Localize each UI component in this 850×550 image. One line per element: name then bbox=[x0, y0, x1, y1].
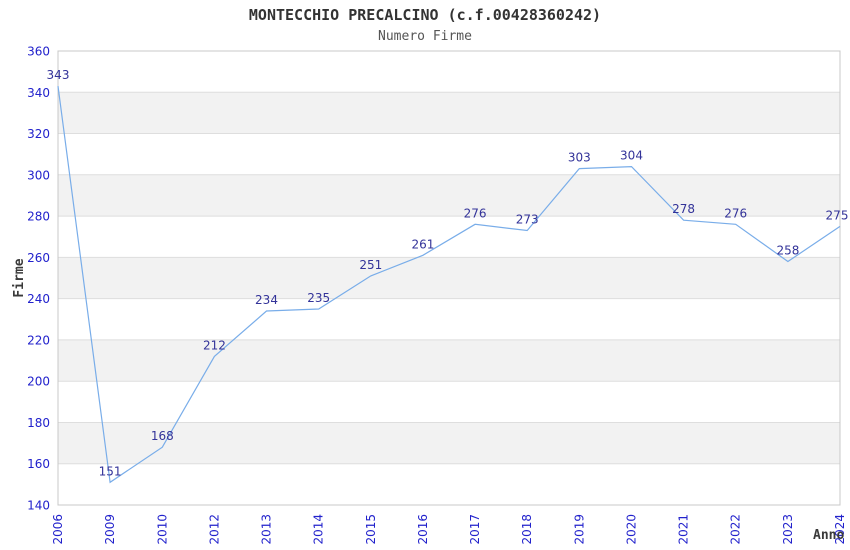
y-tick-label: 300 bbox=[27, 168, 50, 182]
y-tick-label: 220 bbox=[27, 333, 50, 347]
data-point-label: 303 bbox=[568, 151, 591, 165]
y-tick-label: 280 bbox=[27, 210, 50, 224]
data-point-label: 275 bbox=[826, 208, 849, 222]
x-tick-label: 2010 bbox=[155, 514, 169, 545]
x-tick-label: 2021 bbox=[677, 514, 691, 545]
data-point-label: 258 bbox=[776, 244, 799, 258]
data-point-label: 251 bbox=[359, 258, 382, 272]
data-point-label: 212 bbox=[203, 338, 226, 352]
y-tick-label: 260 bbox=[27, 251, 50, 265]
chart-subtitle: Numero Firme bbox=[378, 29, 472, 44]
x-tick-label: 2019 bbox=[572, 514, 586, 545]
grid-band bbox=[58, 174, 840, 217]
grid-band bbox=[58, 339, 840, 382]
data-point-label: 304 bbox=[620, 149, 643, 163]
plot-border bbox=[57, 50, 841, 506]
grid-band bbox=[58, 257, 840, 299]
x-tick-label: 2022 bbox=[729, 514, 743, 545]
x-tick-label: 2006 bbox=[51, 514, 65, 545]
data-point-label: 273 bbox=[516, 213, 539, 227]
x-tick-label: 2014 bbox=[312, 514, 326, 545]
y-tick-label: 360 bbox=[27, 45, 50, 59]
y-tick-label: 160 bbox=[27, 457, 50, 471]
x-tick-label: 2009 bbox=[103, 514, 117, 545]
y-tick-label: 200 bbox=[27, 375, 50, 389]
x-tick-label: 2020 bbox=[625, 514, 639, 545]
y-tick-label: 140 bbox=[27, 499, 50, 513]
chart-title: MONTECCHIO PRECALCINO (c.f.00428360242) bbox=[248, 6, 602, 24]
y-tick-label: 180 bbox=[27, 416, 50, 430]
x-tick-label: 2023 bbox=[781, 514, 795, 545]
x-tick-label: 2012 bbox=[207, 514, 221, 545]
x-tick-label: 2018 bbox=[520, 514, 534, 545]
grid-band bbox=[58, 92, 840, 134]
data-point-label: 343 bbox=[47, 68, 70, 82]
y-tick-label: 240 bbox=[27, 292, 50, 306]
x-axis-label: Anno bbox=[813, 528, 845, 543]
x-tick-label: 2024 bbox=[833, 514, 847, 545]
data-point-label: 278 bbox=[672, 202, 695, 216]
series-line bbox=[57, 86, 841, 484]
data-point-label: 276 bbox=[464, 206, 487, 220]
x-tick-label: 2017 bbox=[468, 514, 482, 545]
data-point-label: 235 bbox=[307, 291, 330, 305]
y-tick-label: 340 bbox=[27, 86, 50, 100]
data-point-label: 276 bbox=[724, 206, 747, 220]
x-tick-label: 2015 bbox=[364, 514, 378, 545]
grid-band bbox=[58, 422, 840, 464]
data-point-label: 234 bbox=[255, 293, 278, 307]
x-tick-label: 2013 bbox=[260, 514, 274, 545]
x-tick-label: 2016 bbox=[416, 514, 430, 545]
data-point-label: 261 bbox=[411, 237, 434, 251]
y-tick-label: 320 bbox=[27, 127, 50, 141]
data-point-label: 151 bbox=[99, 464, 122, 478]
data-point-label: 168 bbox=[151, 429, 174, 443]
